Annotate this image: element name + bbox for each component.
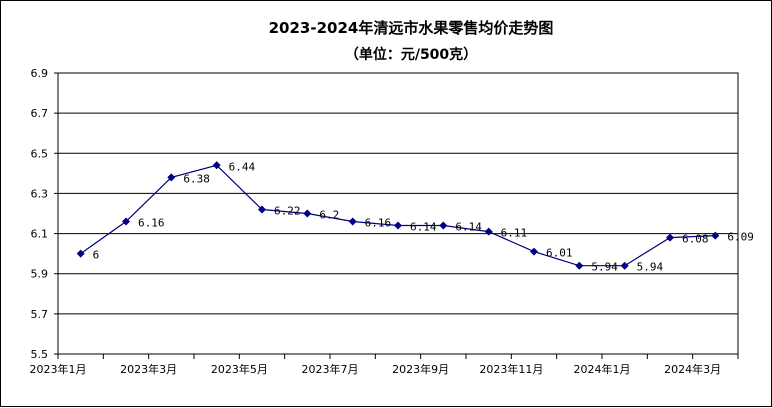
data-label: 6.14 [410,221,437,234]
grid-layer [58,72,738,315]
y-tick-label: 5.7 [31,308,49,321]
chart-subtitle: （单位：元/500克） [345,46,477,63]
data-point [711,231,720,240]
data-label: 6.2 [319,209,339,222]
data-label: 6.38 [183,172,210,185]
series-line [80,164,716,267]
x-tick-label: 2023年1月 [30,362,87,376]
data-label: 6.16 [138,217,165,230]
x-tick-label: 2023年3月 [120,362,177,376]
data-point [484,227,493,236]
y-tick-label: 6.7 [31,107,49,120]
x-tick-label: 2023年5月 [211,362,268,376]
x-tick-label: 2024年1月 [574,362,631,376]
data-point [167,173,176,182]
data-point [530,247,538,256]
y-tick-label: 6.1 [31,228,49,241]
data-label: 6.44 [229,160,256,173]
data-point [212,161,221,170]
data-label: 6.09 [727,231,754,244]
data-point [620,261,629,270]
x-tick-label: 2023年11月 [479,362,543,376]
data-label: 6.01 [546,247,573,260]
y-tick-label: 5.9 [31,268,49,281]
data-label: 6 [93,249,100,262]
data-point [394,221,402,230]
data-point [76,249,85,258]
data-point [575,261,584,270]
data-point [303,209,312,218]
data-point [348,217,357,226]
y-tick-labels: 6.9 6.7 6.5 6.3 6.1 5.9 5.7 5.5 [31,67,49,361]
data-point [122,217,130,226]
x-tick-labels: 2023年1月 2023年3月 2023年5月 2023年7月 2023年9月 2023年… [30,362,722,376]
y-tick-label: 6.5 [31,147,49,160]
data-label: 6.16 [365,217,392,230]
data-label: 6.08 [682,233,709,246]
y-tick-label: 6.9 [31,67,49,80]
data-label: 6.11 [501,227,527,240]
x-tick-label: 2024年3月 [664,362,721,376]
y-tick-label: 6.3 [31,187,49,200]
series-layer [76,161,720,270]
axis-layer [54,72,739,359]
chart-title: 2023-2024年清远市水果零售均价走势图 [269,19,554,37]
data-label: 6.14 [455,221,482,234]
data-label: 5.94 [591,261,618,274]
x-tick-label: 2023年7月 [302,362,359,376]
data-label: 5.94 [637,261,664,274]
data-point [439,221,448,230]
y-tick-label: 5.5 [31,348,49,361]
plot-area-border [57,72,739,355]
data-point [258,205,266,214]
x-tick-label: 2023年9月 [392,362,449,376]
data-label: 6.22 [274,204,301,217]
data-point [666,233,674,242]
data-labels: 6 6.16 6.38 6.44 6.22 6.2 6.16 6.14 6.14 6.11 6.01… [93,160,754,273]
